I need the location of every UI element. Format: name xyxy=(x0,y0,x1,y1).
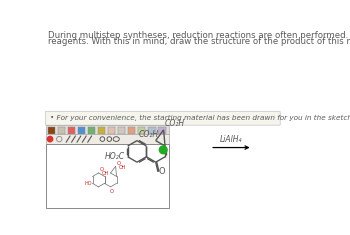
Text: OH: OH xyxy=(102,171,109,176)
Bar xyxy=(46,125,169,134)
Bar xyxy=(78,127,85,134)
Text: O: O xyxy=(109,189,113,194)
Bar xyxy=(108,127,116,134)
FancyBboxPatch shape xyxy=(46,111,280,125)
Bar xyxy=(138,127,146,134)
Bar xyxy=(58,127,65,134)
Bar xyxy=(118,127,125,134)
Bar xyxy=(88,127,96,134)
Bar xyxy=(46,134,169,144)
Bar xyxy=(148,127,155,134)
Text: O: O xyxy=(117,161,120,166)
Bar xyxy=(158,127,166,134)
Bar xyxy=(48,127,55,134)
Text: • For your convenience, the starting material has been drawn for you in the sket: • For your convenience, the starting mat… xyxy=(50,115,350,121)
Text: CO₂H: CO₂H xyxy=(139,130,159,139)
Bar xyxy=(98,127,105,134)
Text: O: O xyxy=(99,167,103,172)
Circle shape xyxy=(159,146,167,154)
Bar xyxy=(68,127,75,134)
Text: HO: HO xyxy=(84,181,92,186)
Text: CO₂H: CO₂H xyxy=(165,119,185,128)
Circle shape xyxy=(47,136,53,142)
Text: LiAlH₄: LiAlH₄ xyxy=(220,135,243,144)
Text: reagents. With this in mind, draw the structure of the product of this reaction:: reagents. With this in mind, draw the st… xyxy=(48,37,350,46)
Bar xyxy=(128,127,135,134)
Text: HO₂C: HO₂C xyxy=(105,152,125,161)
Text: OH: OH xyxy=(119,165,126,170)
Text: During multistep syntheses, reduction reactions are often performed. Functional : During multistep syntheses, reduction re… xyxy=(48,31,350,39)
Bar xyxy=(46,144,169,208)
Text: O: O xyxy=(159,167,166,176)
